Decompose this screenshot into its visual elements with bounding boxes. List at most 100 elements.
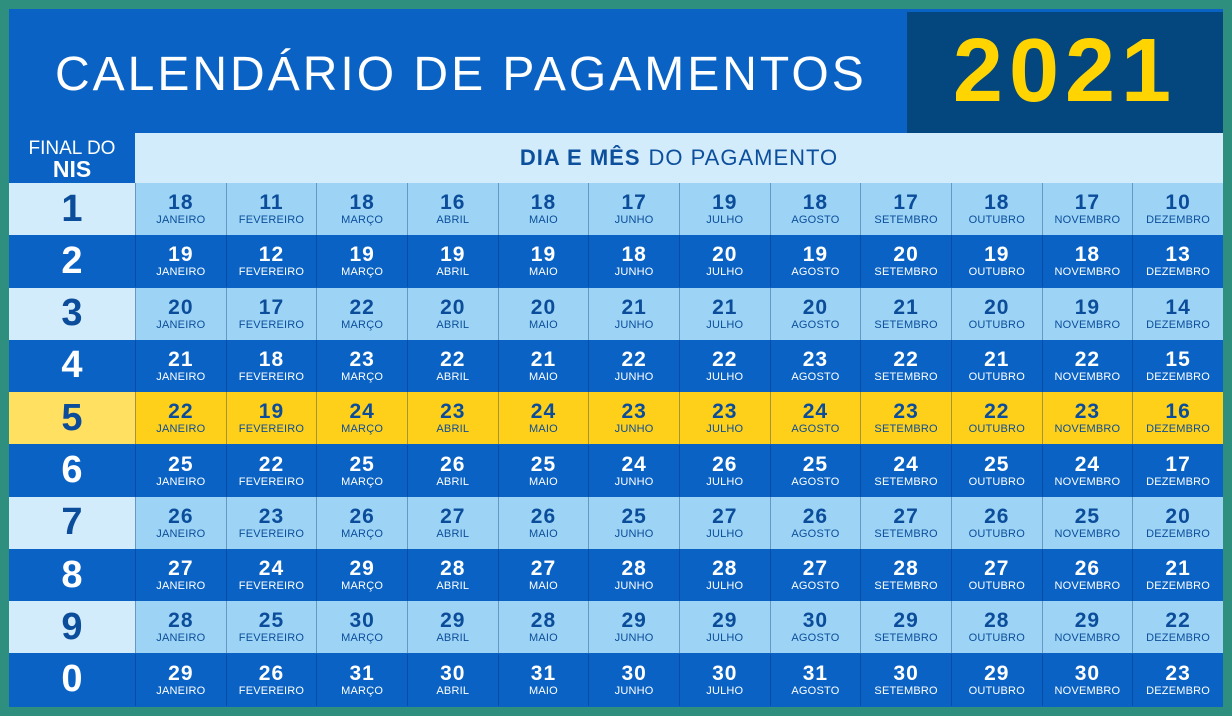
payment-date-cell: 24 MAIO	[497, 392, 589, 445]
payment-month: MAIO	[528, 423, 558, 436]
payment-date-cell: 24 NOVEMBRO	[1041, 444, 1133, 497]
payment-day: 17	[893, 191, 919, 214]
payment-month: SETEMBRO	[874, 370, 938, 383]
payment-date-cell: 19 AGOSTO	[769, 235, 861, 288]
payment-month: OUTUBRO	[968, 370, 1025, 383]
payment-day: 20	[440, 295, 466, 319]
payment-date-cell: 28 JANEIRO	[135, 601, 226, 654]
payment-date-cell: 25 JANEIRO	[135, 444, 226, 497]
payment-date-cell: 28 ABRIL	[406, 549, 498, 602]
nis-final-digit: 0	[9, 653, 135, 706]
payment-day: 29	[349, 557, 375, 581]
payment-date-cell: 20 AGOSTO	[769, 287, 861, 340]
payment-day: 28	[440, 557, 466, 581]
payment-month: SETEMBRO	[874, 580, 938, 593]
payment-date-cell: 23 DEZEMBRO	[1132, 653, 1223, 706]
payment-date-cell: 27 MAIO	[497, 549, 589, 602]
payment-month: FEVEREIRO	[238, 580, 305, 593]
payment-day: 26	[802, 504, 829, 528]
payment-day: 25	[621, 504, 647, 528]
payment-day: 19	[530, 243, 557, 267]
payment-day: 18	[1074, 243, 1101, 267]
payment-date-cell: 26 JANEIRO	[135, 496, 226, 549]
payment-day: 28	[893, 557, 919, 581]
payment-date-cell: 20 OUTUBRO	[950, 287, 1042, 340]
payment-day: 20	[530, 295, 557, 319]
payment-day: 22	[168, 400, 194, 424]
payment-day: 26	[258, 661, 285, 685]
payment-date-cell: 18 FEVEREIRO	[225, 339, 317, 392]
payment-day: 12	[258, 243, 285, 267]
nis-final-digit: 8	[9, 549, 135, 602]
payment-day: 17	[1165, 452, 1191, 476]
payment-date-cell: 20 DEZEMBRO	[1132, 496, 1223, 549]
payment-date-cell: 26 ABRIL	[406, 444, 498, 497]
payment-day: 20	[712, 243, 738, 267]
payment-date-cell: 30 JUNHO	[588, 653, 679, 706]
date-column-header: DIA E MÊS DO PAGAMENTO	[135, 133, 1223, 183]
payment-day: 29	[440, 609, 466, 633]
payment-month: JANEIRO	[156, 684, 206, 697]
payment-date-cell: 26 MARÇO	[316, 496, 407, 549]
nis-final-digit: 4	[9, 339, 135, 392]
payment-day: 27	[984, 557, 1010, 581]
payment-date-cell: 25 MAIO	[497, 444, 589, 497]
payment-month: MARÇO	[341, 475, 384, 488]
payment-date-cell: 28 MAIO	[497, 601, 589, 654]
payment-day: 30	[349, 609, 375, 633]
payment-month: DEZEMBRO	[1146, 475, 1211, 488]
payment-month: JANEIRO	[156, 475, 206, 488]
payment-date-cell: 29 JUNHO	[588, 601, 679, 654]
payment-month: ABRIL	[436, 632, 470, 645]
payment-calendar: CALENDÁRIO DE PAGAMENTOS 2021 FINAL DO N…	[9, 9, 1223, 707]
header: CALENDÁRIO DE PAGAMENTOS 2021	[9, 9, 1223, 133]
nis-final-digit: 3	[9, 287, 135, 340]
payment-day: 18	[621, 243, 647, 267]
payment-month: DEZEMBRO	[1146, 632, 1211, 645]
payment-day: 28	[712, 557, 738, 581]
payment-date-cell: 17 DEZEMBRO	[1132, 444, 1223, 497]
payment-day: 28	[168, 609, 194, 633]
payment-date-cell: 18 OUTUBRO	[950, 183, 1042, 235]
payment-date-cell: 21 JANEIRO	[135, 339, 226, 392]
payment-date-cell: 19 MARÇO	[316, 235, 407, 288]
payment-day: 30	[1074, 661, 1101, 685]
payment-date-cell: 19 FEVEREIRO	[225, 392, 317, 445]
payment-day: 31	[530, 661, 557, 685]
payment-month: DEZEMBRO	[1146, 318, 1211, 331]
nis-header-line1: FINAL DO	[28, 138, 116, 159]
payment-date-cell: 22 OUTUBRO	[950, 392, 1042, 445]
payment-month: JUNHO	[614, 527, 654, 540]
payment-day: 18	[802, 191, 829, 214]
payment-date-cell: 31 MARÇO	[316, 653, 407, 706]
payment-month: MAIO	[528, 684, 558, 697]
payment-month: MAIO	[528, 370, 558, 383]
payment-day: 22	[712, 347, 738, 371]
date-header-bold: DIA E MÊS	[519, 145, 641, 170]
payment-day: 24	[1074, 452, 1101, 476]
payment-month: SETEMBRO	[874, 475, 938, 488]
payment-day: 18	[530, 191, 557, 214]
payment-date-cell: 29 JULHO	[678, 601, 770, 654]
nis-final-digit: 9	[9, 601, 135, 654]
payment-month: FEVEREIRO	[238, 370, 305, 383]
payment-month: JUNHO	[614, 214, 654, 226]
payment-date-cell: 18 MARÇO	[316, 183, 407, 235]
payment-date-cell: 19 JANEIRO	[135, 235, 226, 288]
payment-date-cell: 29 ABRIL	[406, 601, 498, 654]
payment-month: MARÇO	[341, 580, 384, 593]
payment-day: 23	[712, 400, 738, 424]
payment-date-cell: 19 ABRIL	[406, 235, 498, 288]
table-row: 0 29 JANEIRO 26 FEVEREIRO 31 MARÇO 30 ABRIL 31 MAI…	[9, 653, 1223, 706]
payment-month: NOVEMBRO	[1054, 214, 1121, 226]
payment-date-cell: 23 ABRIL	[406, 392, 498, 445]
payment-date-cell: 21 SETEMBRO	[860, 287, 951, 340]
payment-day: 25	[349, 452, 375, 476]
year-label: 2021	[952, 21, 1178, 121]
payment-day: 22	[1165, 609, 1191, 633]
payment-day: 27	[893, 504, 919, 528]
payment-day: 19	[349, 243, 375, 267]
payment-date-cell: 23 AGOSTO	[769, 339, 861, 392]
page-title: CALENDÁRIO DE PAGAMENTOS	[55, 48, 867, 101]
table-row: 3 20 JANEIRO 17 FEVEREIRO 22 MARÇO 20 ABRIL 20 MAI…	[9, 287, 1223, 340]
